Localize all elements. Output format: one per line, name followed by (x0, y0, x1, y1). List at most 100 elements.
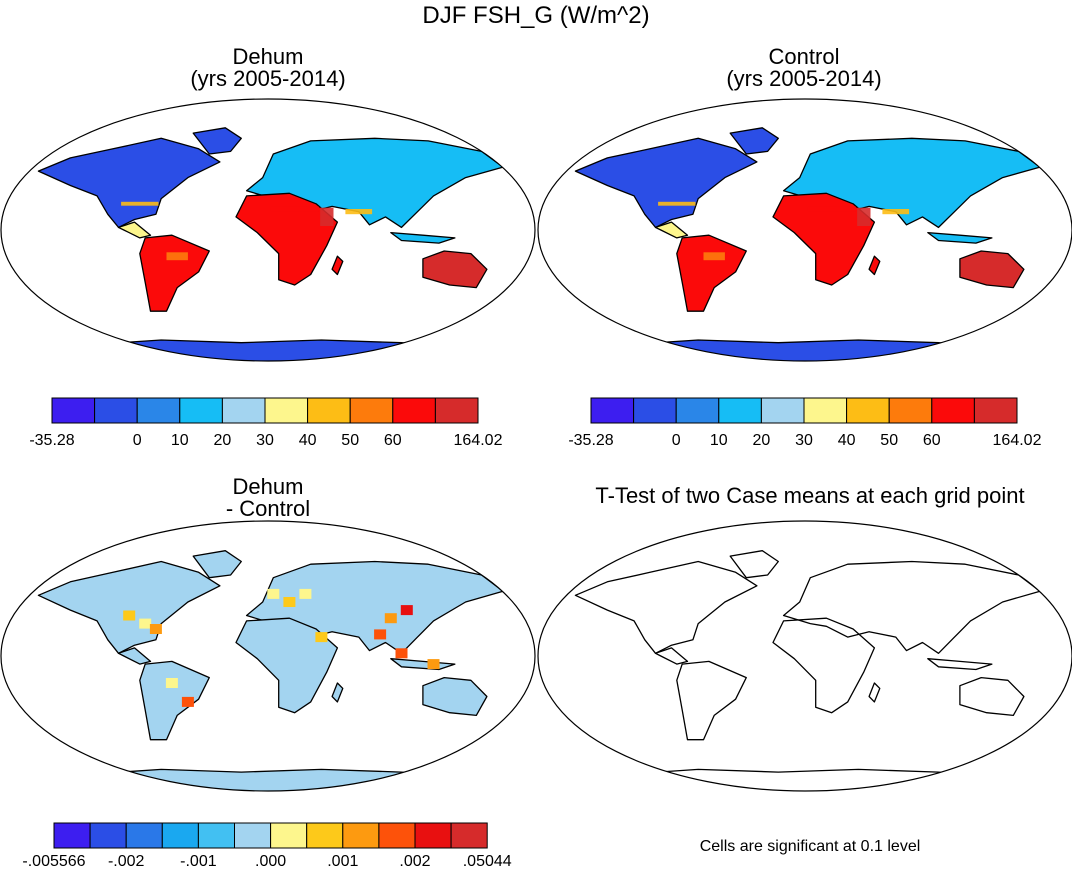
map-difference-border (0, 520, 536, 792)
colorbar-control-cell-4 (760, 397, 805, 424)
land-madagascar (331, 682, 344, 703)
colorbar-dehum-cell-2 (136, 397, 181, 424)
panel-title-control-years: (yrs 2005-2014) (726, 66, 882, 91)
colorbar-dehum-label-6: 40 (299, 432, 317, 449)
colorbar-control-cell-9 (973, 397, 1018, 424)
colorbar-dehum-label-8: 60 (384, 432, 402, 449)
land-antarctica (80, 768, 461, 791)
colorbar-control-label-5: 30 (795, 432, 813, 449)
colorbar-dehum-cell-8 (392, 397, 436, 424)
colorbar-dehum-cell-7 (349, 397, 394, 424)
colorbar-dehum-label-7: 50 (341, 432, 359, 449)
field-brazil-band (703, 252, 725, 261)
diff-hotspot-7 (400, 605, 413, 616)
land-greenland (192, 127, 242, 155)
diff-hotspot-5 (299, 588, 312, 599)
map-ttest-border (537, 520, 1072, 792)
colorbar-control-cell-7 (888, 397, 933, 424)
diff-hotspot-3 (267, 588, 280, 599)
map-control (537, 98, 1072, 362)
main-title: DJF FSH_G (W/m^2) (422, 2, 650, 29)
colorbar-difference-cell-1 (89, 822, 127, 849)
panel-title-diff-sub: - Control (225, 496, 311, 521)
field-east-africa-band (857, 207, 871, 226)
field-sahel-band (807, 206, 856, 212)
field-us-south-band (658, 201, 696, 206)
colorbar-difference-cell-9 (378, 822, 416, 849)
colorbar-difference-label-10: .002 (399, 853, 430, 869)
colorbar-dehum-cell-3 (179, 397, 223, 424)
diff-hotspot-10 (181, 696, 194, 707)
land-central-america (654, 221, 689, 239)
diff-hotspot-0 (139, 618, 152, 629)
colorbar-difference-cell-7 (306, 822, 344, 849)
colorbar-difference-cell-5 (234, 822, 272, 849)
panel-title-dehum-years: (yrs 2005-2014) (190, 66, 346, 91)
land-africa (772, 617, 876, 714)
panel-title-dehum: Dehum (yrs 2005-2014) (1, 46, 535, 90)
colorbar-difference-cell-11 (450, 822, 488, 849)
field-east-africa-band (320, 207, 334, 226)
colorbar-dehum-label-4: 20 (214, 432, 232, 449)
colorbar-difference-label-2: -.002 (108, 853, 145, 869)
land-south-america (676, 660, 747, 741)
colorbar-difference-cell-3 (161, 822, 199, 849)
colorbar-difference-label-4: -.001 (180, 853, 217, 869)
panel-title-ttest: T-Test of two Case means at each grid po… (595, 483, 1025, 508)
land-europe-asia (782, 560, 1041, 654)
land-madagascar (331, 255, 344, 276)
colorbar-difference: -.005566 -.002 -.001 .000 .001 .002 .05044 (22, 822, 512, 869)
land-greenland (729, 550, 779, 579)
map-dehum-land (37, 127, 504, 361)
diff-hotspot-12 (315, 632, 328, 643)
colorbar-control-label-4: 20 (753, 432, 771, 449)
field-us-south-band (121, 201, 159, 206)
land-indonesia (927, 658, 993, 671)
colorbar-difference-cell-2 (125, 822, 163, 849)
colorbar-control-label-10: 164.02 (993, 432, 1042, 449)
field-sahel-band (270, 206, 319, 212)
diff-hotspot-9 (395, 648, 408, 659)
map-difference-land (37, 550, 504, 791)
land-central-america (117, 221, 152, 239)
colorbar-control-label-6: 40 (838, 432, 856, 449)
land-antarctica (617, 768, 998, 791)
field-brazil-band (166, 252, 188, 261)
colorbar-control-cell-5 (803, 397, 848, 424)
colorbar-control: -35.28 0 10 20 30 40 50 60 164.02 (568, 397, 1042, 449)
map-dehum (0, 98, 536, 362)
land-madagascar (868, 682, 881, 703)
colorbar-dehum-cell-4 (221, 397, 266, 424)
land-indonesia (390, 658, 456, 671)
panel-title-dehum-name: Dehum (232, 44, 304, 69)
colorbar-control-label-0: -35.28 (568, 432, 613, 449)
land-indonesia (927, 231, 993, 244)
land-africa (235, 192, 339, 286)
land-australia (959, 676, 1025, 717)
colorbar-dehum-cell-0 (51, 397, 96, 424)
colorbar-control-label-3: 10 (710, 432, 728, 449)
colorbar-control-cell-0 (590, 397, 635, 424)
map-control-land (574, 127, 1041, 361)
colorbar-difference-cell-0 (53, 822, 91, 849)
map-control-border (537, 98, 1072, 362)
colorbar-control-cell-3 (718, 397, 762, 424)
panel-title-diff: Dehum - Control (1, 476, 535, 520)
colorbar-dehum-label-2: 0 (133, 432, 142, 449)
land-australia (422, 250, 488, 289)
diff-hotspot-2 (123, 610, 136, 621)
colorbar-control-label-2: 0 (672, 432, 681, 449)
panel-title-control-name: Control (768, 44, 840, 69)
map-difference (0, 520, 536, 792)
field-india-band (882, 209, 910, 215)
land-indonesia (390, 231, 456, 244)
panel-title-control: Control (yrs 2005-2014) (537, 46, 1071, 90)
land-north-america (574, 137, 758, 229)
map-ttest (537, 520, 1072, 792)
diff-hotspot-1 (149, 624, 162, 634)
colorbar-control-label-7: 50 (880, 432, 898, 449)
land-madagascar (868, 255, 881, 276)
colorbar-dehum: -35.28 0 10 20 30 40 50 60 164.02 (29, 397, 503, 449)
colorbar-control-cell-1 (633, 397, 677, 424)
